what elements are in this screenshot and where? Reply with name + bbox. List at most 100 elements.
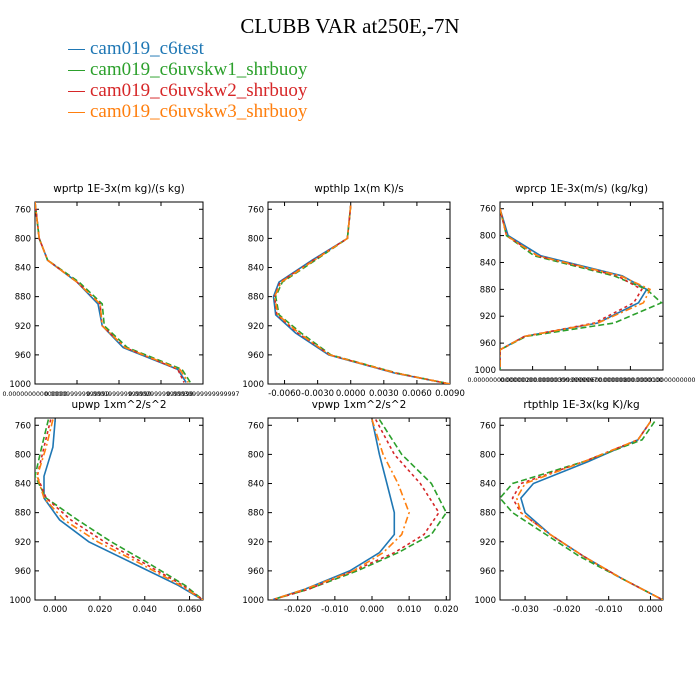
x-tick-label: -0.020: [553, 605, 580, 615]
y-tick-label: 920: [15, 322, 31, 332]
plot-frame: [34, 417, 204, 601]
series-line-1: [271, 419, 396, 600]
plot-frame: [267, 201, 451, 385]
series-line-3: [36, 419, 203, 600]
series-line-4: [35, 202, 189, 383]
x-tick-label: 0.000008000000000: [598, 377, 663, 384]
legend: cam019_c6test cam019_c6uvskw1_shrbuoy cam0…: [68, 38, 307, 122]
y-tick-label: 1000: [9, 596, 31, 606]
legend-line-swatch: [68, 91, 85, 92]
y-tick-label: 760: [15, 205, 31, 215]
series-line-1: [500, 208, 648, 370]
chart-title: vpwp 1xm^2/s^2: [312, 399, 407, 411]
x-tick-label: 0.00039999999999997: [167, 391, 240, 398]
y-tick-label: 920: [248, 538, 264, 548]
y-tick-label: 880: [15, 509, 31, 519]
x-tick-label: -0.010: [321, 605, 348, 615]
series-line-3: [271, 419, 440, 600]
series-line-1: [43, 419, 203, 600]
y-tick-label: 760: [15, 421, 31, 431]
y-tick-label: 880: [480, 285, 496, 295]
y-tick-label: 1000: [474, 366, 496, 376]
x-tick-label: 0.0000: [336, 389, 366, 399]
chart-panel-3: wprcp 1E-3x(m/s) (kg/kg) 760 800 840 880 920 9…: [468, 183, 696, 384]
y-tick-label: 920: [248, 322, 264, 332]
y-tick-label: 760: [480, 205, 496, 215]
y-tick-label: 840: [480, 258, 496, 268]
series-line-1: [35, 202, 187, 383]
legend-line-swatch: [68, 49, 85, 50]
plot-frame: [499, 417, 664, 601]
y-tick-label: 760: [248, 205, 264, 215]
x-tick-label: 0.060: [177, 605, 201, 615]
y-tick-label: 920: [15, 538, 31, 548]
series-line-3: [511, 421, 663, 600]
y-tick-label: 760: [248, 421, 264, 431]
series-line-1: [272, 205, 450, 384]
x-tick-label: -0.0030: [301, 389, 334, 399]
y-tick-label: 800: [248, 450, 264, 460]
x-tick-label: 0.000000000000000: [3, 391, 68, 398]
x-tick-label: 0.0030: [369, 389, 399, 399]
series-line-2: [500, 208, 663, 370]
legend-label: cam019_c6uvskw1_shrbuoy: [90, 58, 308, 80]
legend-line-swatch: [68, 70, 85, 71]
y-tick-label: 960: [15, 351, 31, 361]
y-tick-label: 840: [15, 264, 31, 274]
legend-line-swatch: [68, 112, 85, 113]
x-tick-label: 0.000003999999997: [533, 377, 598, 384]
y-tick-label: 800: [480, 450, 496, 460]
series-line-2: [35, 419, 203, 600]
legend-item: cam019_c6uvskw1_shrbuoy: [68, 59, 307, 80]
y-tick-label: 840: [480, 480, 496, 490]
y-tick-label: 800: [15, 234, 31, 244]
legend-item: cam019_c6uvskw3_shrbuoy: [68, 101, 307, 122]
x-tick-label: 0.000: [360, 605, 384, 615]
y-tick-label: 840: [15, 480, 31, 490]
legend-label: cam019_c6uvskw2_shrbuoy: [90, 79, 308, 101]
series-line-3: [273, 205, 450, 384]
legend-item: cam019_c6uvskw2_shrbuoy: [68, 80, 307, 101]
x-tick-label: 0.0060: [402, 389, 432, 399]
y-tick-label: 960: [248, 567, 264, 577]
chart-panel-1: wprtp 1E-3x(m kg)/(s kg) 760 800 840 880 920 9…: [3, 183, 240, 398]
plot-frame: [267, 417, 451, 601]
chart-title: upwp 1xm^2/s^2: [72, 399, 167, 411]
x-tick-label: 0.000010000000000: [631, 377, 696, 384]
y-tick-label: 1000: [242, 596, 264, 606]
y-tick-label: 920: [480, 538, 496, 548]
x-tick-label: 0.000299999999999: [129, 391, 194, 398]
y-tick-label: 880: [15, 293, 31, 303]
chart-title: wprcp 1E-3x(m/s) (kg/kg): [515, 183, 648, 195]
y-tick-label: 840: [248, 264, 264, 274]
x-tick-label: 0.000000000000000: [468, 377, 533, 384]
legend-item: cam019_c6test: [68, 38, 307, 59]
y-tick-label: 800: [248, 234, 264, 244]
plot-frame: [499, 201, 664, 371]
y-tick-label: 880: [248, 293, 264, 303]
x-tick-label: -0.0060: [268, 389, 301, 399]
series-line-2: [500, 421, 663, 600]
y-tick-label: 960: [480, 567, 496, 577]
x-tick-label: 0.010: [397, 605, 421, 615]
series-line-2: [271, 419, 448, 600]
y-tick-label: 920: [480, 312, 496, 322]
y-tick-label: 800: [480, 232, 496, 242]
series-line-4: [515, 421, 663, 600]
x-tick-label: 0.000: [638, 605, 662, 615]
y-tick-label: 960: [248, 351, 264, 361]
plot-frame: [34, 201, 204, 385]
y-tick-label: 1000: [242, 380, 264, 390]
series-line-4: [500, 208, 652, 370]
chart-panel-4: upwp 1xm^2/s^2 760 800 840 880 920 960 1000 0.00…: [9, 399, 204, 615]
x-tick-label: -0.030: [511, 605, 538, 615]
x-tick-label: 0.020: [88, 605, 112, 615]
y-tick-label: 1000: [9, 380, 31, 390]
series-line-1: [520, 421, 663, 600]
x-tick-label: 0.000006000000000: [565, 377, 630, 384]
y-tick-label: 840: [248, 480, 264, 490]
series-line-3: [35, 202, 185, 383]
x-tick-label: -0.010: [595, 605, 622, 615]
x-tick-label: 0.000199999999999: [87, 391, 152, 398]
